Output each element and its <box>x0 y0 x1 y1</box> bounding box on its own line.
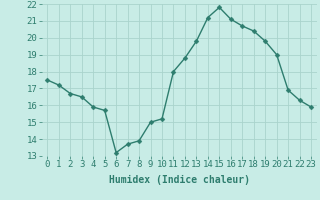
X-axis label: Humidex (Indice chaleur): Humidex (Indice chaleur) <box>109 175 250 185</box>
